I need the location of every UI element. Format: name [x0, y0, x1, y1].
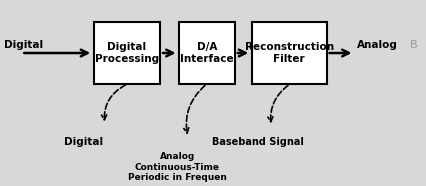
Text: Baseband Signal: Baseband Signal	[212, 137, 304, 147]
FancyBboxPatch shape	[251, 22, 326, 84]
Text: Digital: Digital	[4, 40, 43, 50]
Text: Reconstruction
Filter: Reconstruction Filter	[244, 42, 333, 64]
Text: Analog
Continuous-Time
Periodic in Frequen: Analog Continuous-Time Periodic in Frequ…	[127, 153, 226, 182]
FancyBboxPatch shape	[179, 22, 234, 84]
Text: Digital: Digital	[63, 137, 103, 147]
Text: B: B	[409, 40, 417, 50]
Text: Digital
Processing: Digital Processing	[95, 42, 159, 64]
FancyBboxPatch shape	[94, 22, 160, 84]
Text: Analog: Analog	[356, 40, 397, 50]
Text: D/A
Interface: D/A Interface	[180, 42, 233, 64]
